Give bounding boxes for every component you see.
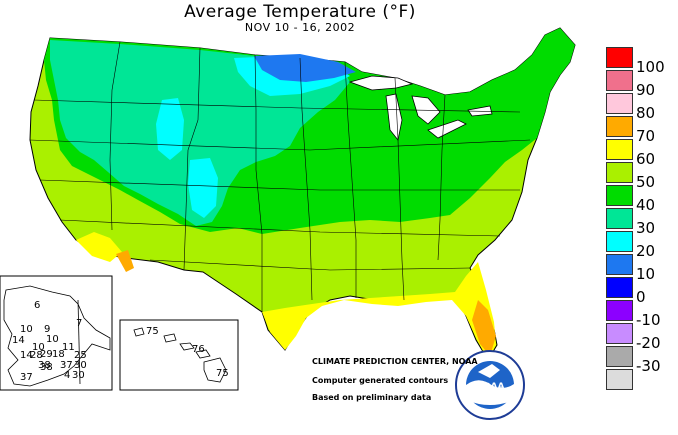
svg-text:14: 14 [20, 350, 33, 361]
legend-label: 0 [636, 288, 646, 306]
svg-text:10: 10 [32, 342, 45, 353]
legend-label: 100 [636, 58, 665, 76]
svg-text:25: 25 [74, 350, 87, 361]
svg-text:7: 7 [76, 318, 82, 329]
lake-erie [427, 119, 467, 139]
legend-label: 70 [636, 127, 656, 145]
legend-swatch [606, 47, 633, 68]
alaska-border [77, 299, 81, 385]
hawaii-station-labels: 75 76 75 [146, 326, 229, 379]
credit-center: CLIMATE PREDICTION CENTER, NOAA [312, 357, 478, 366]
svg-text:4: 4 [64, 370, 70, 381]
legend-swatch [606, 93, 633, 114]
credit-line1: Computer generated contours [312, 376, 449, 385]
svg-text:30: 30 [74, 360, 87, 371]
svg-text:28: 28 [30, 350, 43, 361]
legend-swatch [606, 323, 633, 344]
legend-label: 50 [636, 173, 656, 191]
svg-text:76: 76 [192, 344, 205, 355]
contour-60-70-california [116, 250, 134, 272]
contour-60-70-socal [76, 232, 122, 262]
svg-text:11: 11 [62, 342, 75, 353]
legend-swatch [606, 231, 633, 252]
svg-text:18: 18 [52, 349, 65, 360]
map-title: Average Temperature (°F) [184, 2, 416, 22]
alaska-station-labels: 6 7 10 9 10 14 10 29 18 11 14 28 38 25 3… [12, 300, 87, 383]
noaa-logo-text: NOAA [476, 382, 505, 392]
svg-text:37: 37 [20, 372, 33, 383]
contour-10-20-minnesota [254, 54, 356, 82]
lake-superior [348, 75, 414, 91]
svg-text:10: 10 [20, 324, 33, 335]
legend-label: 30 [636, 219, 656, 237]
svg-text:30: 30 [72, 370, 85, 381]
svg-text:9: 9 [44, 324, 50, 335]
legend-swatch [606, 254, 633, 275]
contour-20-30-colorado [188, 158, 218, 218]
map-date-range: NOV 10 - 16, 2002 [244, 21, 356, 34]
legend-label: 40 [636, 196, 656, 214]
state-boundaries [29, 41, 531, 312]
svg-text:38: 38 [38, 360, 51, 371]
legend-swatch [606, 139, 633, 160]
svg-text:14: 14 [12, 335, 25, 346]
legend-label: -20 [636, 334, 661, 352]
svg-text:10: 10 [46, 334, 59, 345]
temperature-legend [606, 47, 633, 392]
legend-swatch [606, 116, 633, 137]
legend-swatch [606, 208, 633, 229]
svg-text:6: 6 [34, 300, 40, 311]
legend-swatch [606, 277, 633, 298]
legend-swatch [606, 162, 633, 183]
noaa-logo: NOAA [455, 350, 525, 420]
svg-text:29: 29 [40, 349, 53, 360]
legend-label: 20 [636, 242, 656, 260]
legend-label: -10 [636, 311, 661, 329]
svg-text:75: 75 [216, 368, 229, 379]
legend-label: -30 [636, 357, 661, 375]
legend-label: 60 [636, 150, 656, 168]
alaska-outline [3, 285, 111, 387]
svg-text:38: 38 [40, 362, 53, 373]
legend-swatch [606, 369, 633, 390]
contour-20-30-wyoming [156, 98, 184, 160]
contour-70-80-florida [472, 300, 496, 356]
legend-swatch [606, 346, 633, 367]
contour-60-70-gulf [262, 262, 496, 360]
legend-swatch [606, 185, 633, 206]
legend-swatch [606, 70, 633, 91]
svg-text:75: 75 [146, 326, 159, 337]
legend-label: 90 [636, 81, 656, 99]
legend-label: 80 [636, 104, 656, 122]
hawaii-islands [133, 327, 227, 383]
svg-text:37: 37 [60, 360, 73, 371]
legend-label: 10 [636, 265, 656, 283]
credit-line2: Based on preliminary data [312, 393, 432, 402]
legend-swatch [606, 300, 633, 321]
